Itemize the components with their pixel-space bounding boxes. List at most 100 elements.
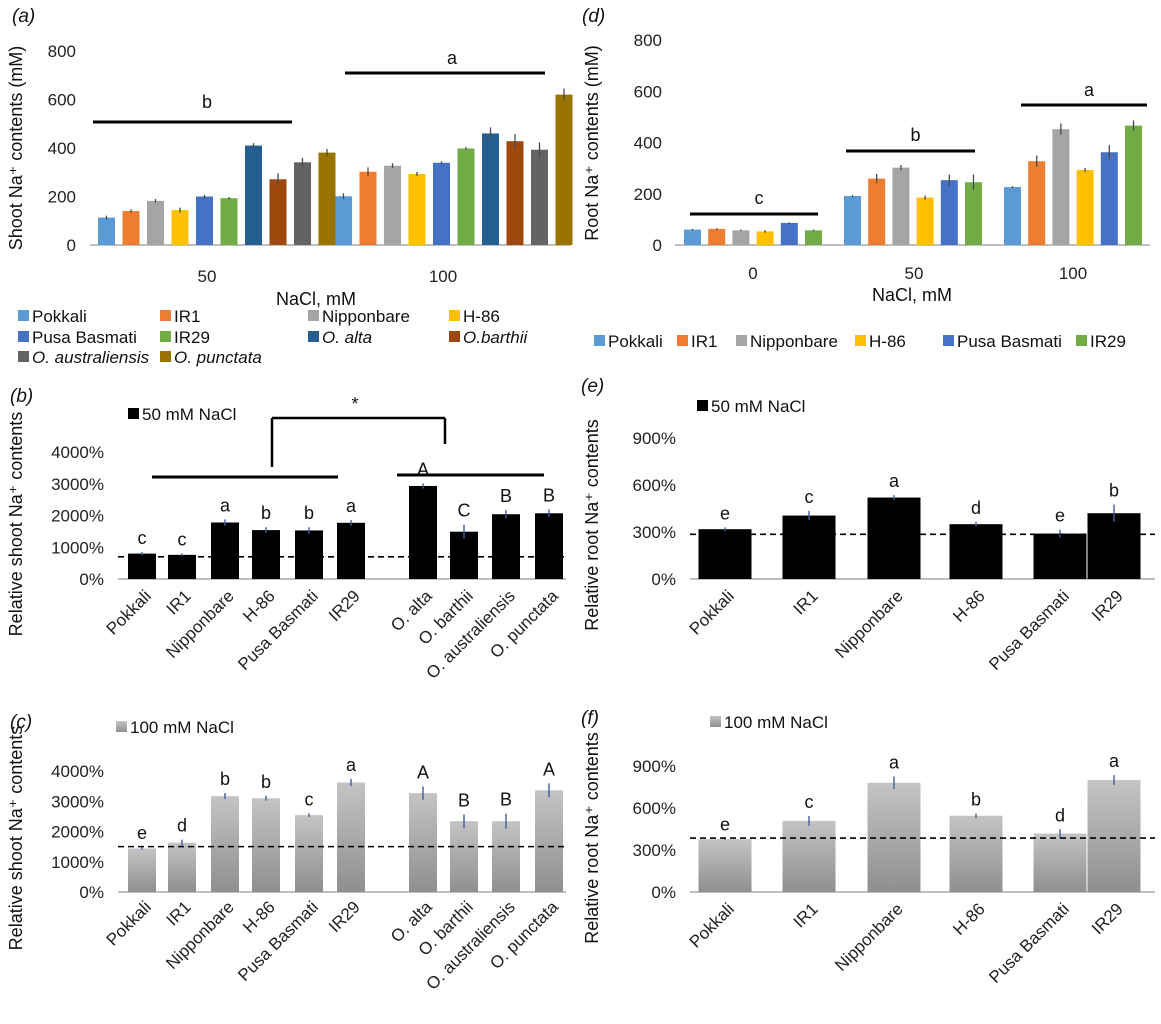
significance-letter: c xyxy=(305,789,314,809)
x-tick-label: 0 xyxy=(748,264,757,283)
legend-swatch xyxy=(160,331,171,342)
legend-swatch xyxy=(116,721,127,732)
legend-swatch xyxy=(308,331,319,342)
significance-letter: b xyxy=(202,92,212,112)
significance-letter: c xyxy=(805,487,814,507)
x-tick-label: Pokkali xyxy=(103,586,155,638)
legend-label: 50 mM NaCl xyxy=(711,397,805,416)
legend-label: H-86 xyxy=(463,307,500,326)
bar xyxy=(1125,125,1142,245)
bar xyxy=(220,198,238,245)
bar xyxy=(450,531,478,579)
y-axis-label: Root Na⁺ contents (mM) xyxy=(582,45,602,241)
bar xyxy=(482,133,499,245)
bar xyxy=(196,196,213,245)
significance-letter: d xyxy=(1055,805,1065,825)
y-tick-label: 900% xyxy=(633,757,676,776)
significance-letter: a xyxy=(1084,80,1095,100)
significance-letter: c xyxy=(755,188,764,208)
x-tick-label: 50 xyxy=(198,267,217,286)
significance-letter: c xyxy=(805,792,814,812)
significance-letter: a xyxy=(346,755,357,775)
x-tick-label: IR29 xyxy=(1088,899,1127,938)
legend-label: O. australiensis xyxy=(32,348,150,367)
legend-swatch xyxy=(697,400,708,411)
x-tick-label: H-86 xyxy=(239,586,278,625)
y-tick-label: 4000% xyxy=(51,443,104,462)
legend-label: 100 mM NaCl xyxy=(724,713,828,732)
bar xyxy=(698,529,752,579)
panel-label-c: (c) xyxy=(10,712,32,733)
y-axis-label: Shoot Na⁺ contents (mM) xyxy=(6,46,26,251)
bar xyxy=(295,530,323,579)
legend-swatch xyxy=(18,351,29,362)
x-tick-label: IR29 xyxy=(325,586,364,625)
x-tick-label: IR29 xyxy=(1088,586,1127,625)
bar xyxy=(1076,169,1094,245)
significance-letter: B xyxy=(458,790,470,810)
significance-letter: b xyxy=(971,790,981,810)
x-tick-label: Pokkali xyxy=(686,899,738,951)
legend-swatch xyxy=(128,408,139,419)
significance-letter: b xyxy=(1109,481,1119,501)
x-axis-label: NaCl, mM xyxy=(276,289,356,309)
significance-letter: A xyxy=(543,759,555,779)
bar xyxy=(128,848,156,892)
bar xyxy=(535,513,563,579)
significance-letter: e xyxy=(720,503,730,523)
legend-label: Pokkali xyxy=(608,332,663,351)
bar xyxy=(128,553,156,579)
significance-star: * xyxy=(351,394,358,414)
legend-swatch xyxy=(18,310,29,321)
bar xyxy=(168,842,196,892)
bar xyxy=(867,497,921,579)
x-tick-label: 50 xyxy=(905,264,924,283)
bar xyxy=(535,790,563,892)
bar xyxy=(965,182,982,245)
panel-label-e: (e) xyxy=(581,376,604,397)
x-tick-label: IR1 xyxy=(790,899,822,931)
significance-letter: b xyxy=(220,769,230,789)
legend-swatch xyxy=(710,716,721,727)
y-tick-label: 600 xyxy=(48,91,76,110)
significance-letter: c xyxy=(178,530,187,550)
bar xyxy=(782,820,836,892)
panel-label-f: (f) xyxy=(581,708,599,729)
legend-swatch xyxy=(160,351,171,362)
chart-layer: (a) 0 200 400 600 800 Shoot Na⁺ contents (mM) 5… xyxy=(6,6,1155,994)
bar xyxy=(335,196,352,245)
x-tick-label: IR1 xyxy=(163,586,195,618)
x-tick-label: Pokkali xyxy=(686,586,738,638)
significance-letter: e xyxy=(1055,506,1065,526)
x-tick-label: H-86 xyxy=(949,586,988,625)
legend-label: IR1 xyxy=(174,307,200,326)
significance-letter: A xyxy=(417,762,429,782)
panel-label-b: (b) xyxy=(10,386,33,407)
y-tick-label: 200 xyxy=(48,188,76,207)
legend-swatch xyxy=(736,335,747,346)
bar xyxy=(252,530,280,579)
legend-swatch xyxy=(855,335,866,346)
bar xyxy=(1052,129,1070,245)
bar xyxy=(211,796,239,892)
legend-label: Pusa Basmati xyxy=(957,332,1062,351)
legend-label: IR1 xyxy=(691,332,717,351)
x-axis-label: NaCl, mM xyxy=(872,285,952,305)
x-tick-label: IR29 xyxy=(325,897,364,936)
bar xyxy=(892,167,910,245)
bar xyxy=(940,180,958,245)
y-axis-label: Relative shoot Na⁺ contents xyxy=(6,412,26,637)
legend-label: Nipponbare xyxy=(322,307,410,326)
legend-label: 100 mM NaCl xyxy=(130,718,234,737)
legend-label: IR29 xyxy=(1090,332,1126,351)
bar xyxy=(531,149,548,245)
bar xyxy=(384,165,401,245)
y-tick-label: 4000% xyxy=(51,762,104,781)
x-tick-label: Nipponbare xyxy=(831,899,907,975)
bar xyxy=(408,173,426,245)
x-tick-label: H-86 xyxy=(239,897,278,936)
significance-letter: B xyxy=(500,790,512,810)
y-tick-label: 900% xyxy=(633,429,676,448)
significance-letter: b xyxy=(910,125,920,145)
legend-label: Pokkali xyxy=(32,307,87,326)
